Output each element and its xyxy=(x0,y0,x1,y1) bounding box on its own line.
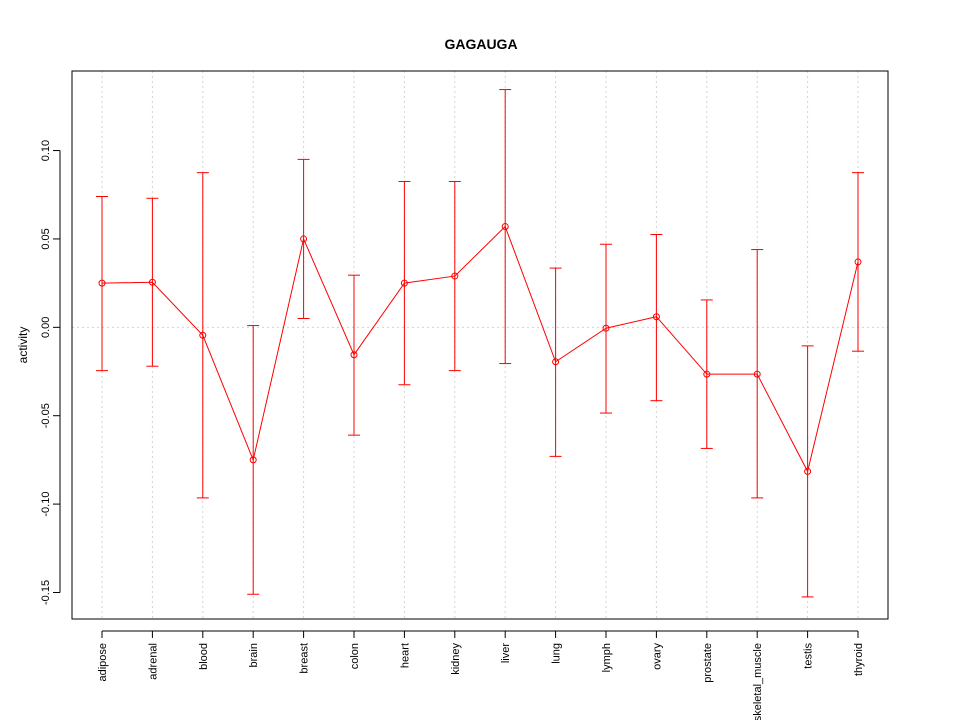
x-tick-label-testis: testis xyxy=(803,643,815,669)
data-point-liver xyxy=(501,223,509,231)
x-tick-label-adipose: adipose xyxy=(97,643,109,682)
y-tick-label: 0.00 xyxy=(40,317,52,338)
x-tick-label-skeletal_muscle: skeletal_muscle xyxy=(752,643,764,720)
x-tick-label-thyroid: thyroid xyxy=(853,643,865,676)
y-axis-label: activity xyxy=(16,327,30,364)
y-tick-label: -0.05 xyxy=(40,403,52,428)
x-tick-label-colon: colon xyxy=(349,643,361,669)
data-point-prostate xyxy=(703,370,711,378)
series-layer xyxy=(96,89,864,598)
data-point-skeletal_muscle xyxy=(753,370,761,378)
grid-layer xyxy=(101,71,859,619)
chart-title: GAGAUGA xyxy=(444,36,517,52)
y-tick-label: 0.10 xyxy=(40,140,52,161)
plot-frame xyxy=(71,70,889,620)
x-tick-label-adrenal: adrenal xyxy=(147,643,159,680)
series-line xyxy=(101,225,859,473)
y-tick-label: 0.05 xyxy=(40,228,52,249)
x-tick-label-blood: blood xyxy=(198,643,210,670)
x-tick-label-lung: lung xyxy=(551,643,563,664)
x-tick-label-kidney: kidney xyxy=(450,643,462,675)
x-tick-label-liver: liver xyxy=(500,643,512,664)
x-tick-label-brain: brain xyxy=(248,643,260,667)
data-point-ovary xyxy=(652,313,660,321)
data-point-adrenal xyxy=(148,278,156,286)
data-point-colon xyxy=(350,351,358,359)
data-point-brain xyxy=(249,456,257,464)
data-point-breast xyxy=(300,235,308,243)
x-tick-label-breast: breast xyxy=(299,643,311,674)
data-point-testis xyxy=(804,467,812,475)
data-point-lymph xyxy=(602,324,610,332)
y-tick-label: -0.10 xyxy=(40,492,52,517)
x-tick-label-heart: heart xyxy=(399,643,411,668)
x-axis: adipose adrenal blood brain breast colon heart… xyxy=(97,630,865,720)
data-point-thyroid xyxy=(854,258,862,266)
y-axis: -0.15 -0.10 -0.05 0.00 0.05 0.10 xyxy=(40,140,61,605)
data-point-kidney xyxy=(451,272,459,280)
data-point-lung xyxy=(552,358,560,366)
y-tick-label: -0.15 xyxy=(40,580,52,605)
x-tick-label-prostate: prostate xyxy=(702,643,714,683)
x-tick-label-lymph: lymph xyxy=(601,643,613,672)
data-point-heart xyxy=(400,279,408,287)
x-tick-label-ovary: ovary xyxy=(651,643,663,670)
data-point-blood xyxy=(199,331,207,339)
data-point-adipose xyxy=(98,279,106,287)
